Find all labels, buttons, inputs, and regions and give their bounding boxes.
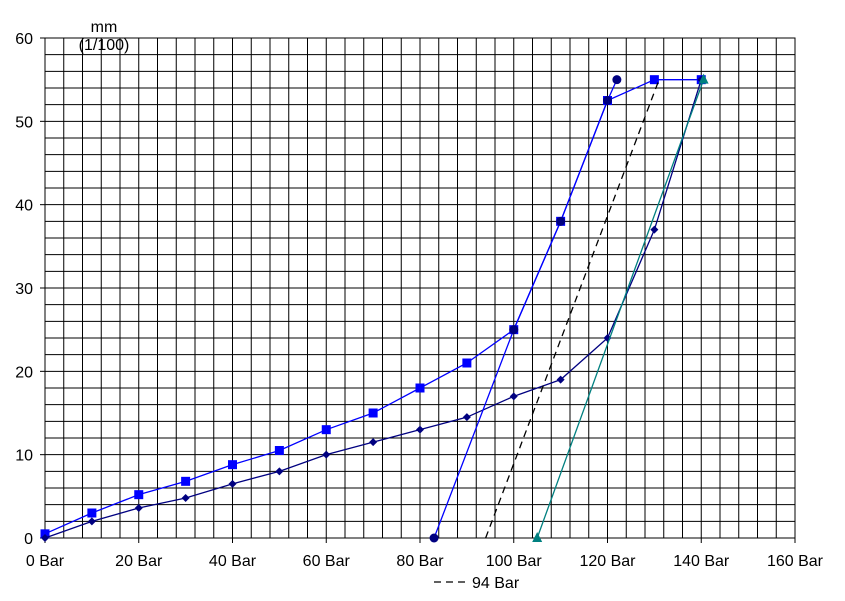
y-tick-label: 0 [24,531,33,548]
series-1-point [134,490,144,500]
series-4-point [532,532,543,542]
series-2-point [556,375,565,384]
x-tick-label: 80 Bar [396,553,444,570]
series-3-point [509,325,519,335]
series-2-point [509,392,518,401]
series-3-point [612,75,622,85]
series-2-point [181,494,190,502]
x-tick-label: 100 Bar [486,553,543,570]
series-1-point [274,446,284,455]
x-axis-ticks: 0 Bar 20 Bar 40 Bar 60 Bar 80 Bar 100 Bar 120 … [26,538,824,570]
series-3-point [429,533,439,543]
series-layer [40,73,709,543]
series-3-point [603,96,612,105]
series-2-line [44,79,702,539]
y-axis-unit-line-2: (1/100) [78,37,130,54]
series-1-point [40,529,50,539]
series-3-point [556,216,566,226]
series-2-point [369,438,378,447]
x-tick-label: 20 Bar [115,553,163,570]
series-1-point [368,408,378,418]
series-4-line [536,79,705,539]
series-2-point [322,450,331,459]
y-tick-label: 20 [15,364,33,381]
series-1-point [228,460,237,470]
legend-label: 94 Bar [472,575,520,592]
x-tick-label: 0 Bar [26,553,65,570]
x-tick-label: 40 Bar [209,553,257,570]
legend: 94 Bar [434,575,520,592]
series-2-point [650,225,659,234]
series-1-point [87,508,97,518]
grid [45,38,795,538]
y-tick-label: 50 [15,114,33,131]
series-1-point [181,476,191,486]
x-tick-label: 60 Bar [303,553,351,570]
y-tick-label: 10 [15,448,33,465]
series-1-point [649,75,659,85]
x-tick-label: 120 Bar [579,553,636,570]
series-2-point [416,425,424,434]
y-axis-ticks: 0 10 20 30 40 50 60 [15,31,45,548]
x-tick-label: 140 Bar [673,553,730,570]
y-axis-unit-label: mm (1/100) [66,19,142,55]
y-tick-label: 40 [15,198,33,215]
y-axis-unit-line-1: mm [90,19,118,36]
series-2-point [41,534,49,542]
series-2-point [228,479,237,488]
series-1-point [462,358,472,368]
series-2-point [462,413,471,422]
series-5-line [485,79,660,539]
series-1-point [415,383,425,393]
series-4-point [698,73,709,84]
y-tick-label: 60 [15,31,33,48]
series-2-point [134,504,143,512]
series-2-point [87,517,96,526]
y-tick-label: 30 [15,281,33,298]
series-1-line [44,79,702,535]
series-2-point [275,467,284,476]
series-3-line [433,79,618,539]
series-1-point [321,425,331,435]
x-tick-label: 160 Bar [767,553,824,570]
